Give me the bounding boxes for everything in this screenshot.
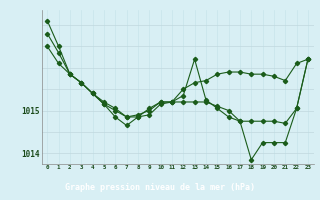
Text: Graphe pression niveau de la mer (hPa): Graphe pression niveau de la mer (hPa) [65,182,255,192]
